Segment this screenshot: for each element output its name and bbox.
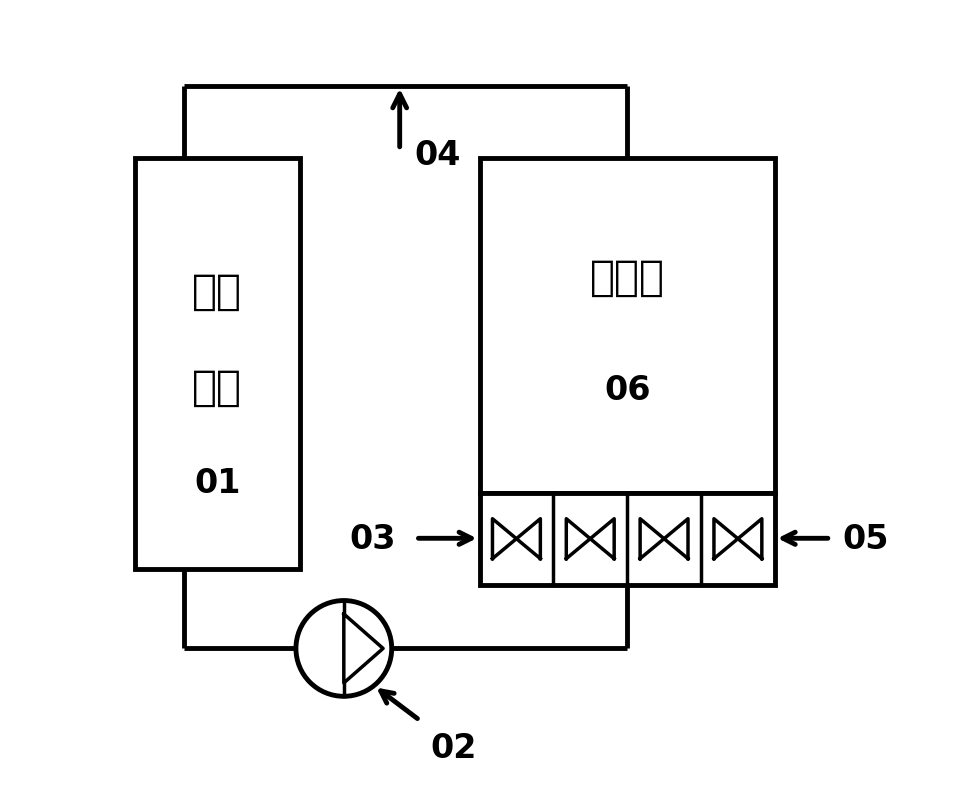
Polygon shape [567, 519, 590, 559]
Polygon shape [344, 614, 383, 683]
Bar [480, 493, 775, 585]
Text: 05: 05 [843, 522, 889, 555]
Text: 01: 01 [194, 467, 241, 500]
Polygon shape [737, 519, 761, 559]
Polygon shape [640, 519, 664, 559]
Text: 冷却: 冷却 [193, 271, 243, 313]
Bar [480, 158, 775, 493]
Text: 组件: 组件 [193, 367, 243, 409]
Text: 04: 04 [414, 139, 460, 171]
Polygon shape [664, 519, 688, 559]
Bar [134, 158, 300, 569]
Polygon shape [516, 519, 540, 559]
Text: 03: 03 [349, 522, 396, 555]
Polygon shape [590, 519, 614, 559]
Polygon shape [713, 519, 737, 559]
Circle shape [296, 601, 391, 697]
Text: 06: 06 [604, 373, 650, 406]
Text: 02: 02 [430, 731, 477, 764]
Polygon shape [493, 519, 516, 559]
Text: 电池包: 电池包 [590, 257, 665, 299]
